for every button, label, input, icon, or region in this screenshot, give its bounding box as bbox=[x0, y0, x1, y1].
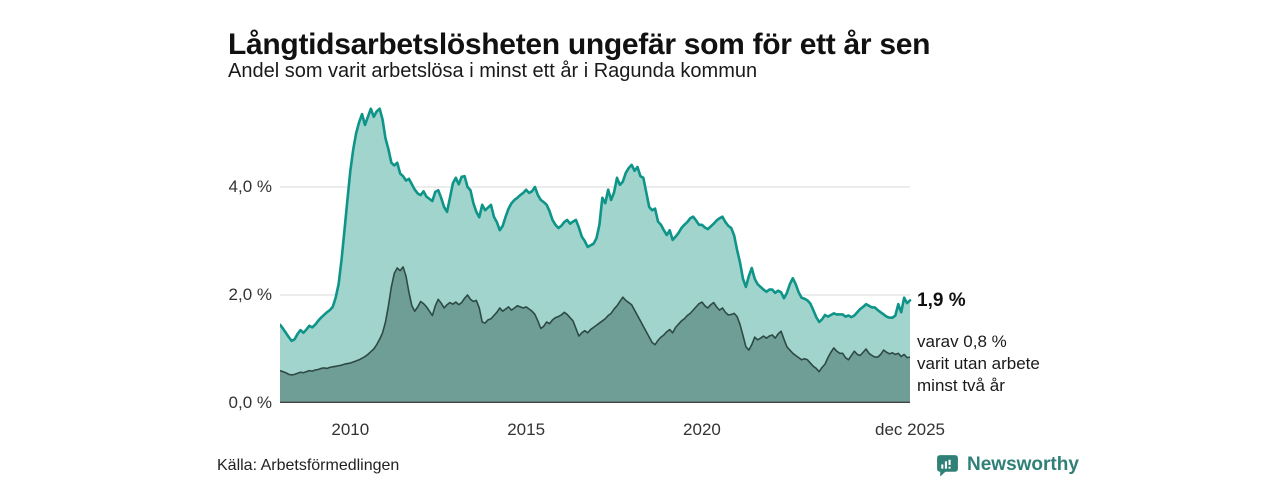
latest-value-annotation: 1,9 % bbox=[917, 290, 966, 311]
x-tick-label: 2015 bbox=[507, 420, 546, 439]
secondary-value-annotation: varav 0,8 % varit utan arbete minst två … bbox=[917, 331, 1040, 397]
unemployment-area-chart bbox=[280, 107, 912, 403]
brand-label: Newsworthy bbox=[967, 454, 1079, 475]
newsworthy-speech-bubble-bars-icon bbox=[935, 453, 960, 478]
y-tick-label: 4,0 % bbox=[228, 177, 272, 196]
y-tick-label: 0,0 % bbox=[228, 393, 272, 412]
x-tick-label: dec 2025 bbox=[875, 420, 945, 439]
secondary-annotation-line2: varit utan arbete bbox=[917, 354, 1040, 373]
x-tick-label: 2020 bbox=[683, 420, 721, 439]
line-two-years bbox=[280, 266, 911, 376]
newsworthy-logo[interactable]: Newsworthy bbox=[935, 452, 1079, 478]
source-note: Källa: Arbetsförmedlingen bbox=[217, 457, 400, 474]
chart-subtitle: Andel som varit arbetslösa i minst ett å… bbox=[228, 60, 758, 82]
secondary-annotation-line1: varav 0,8 % bbox=[917, 332, 1007, 351]
secondary-annotation-line3: minst två år bbox=[917, 376, 1005, 395]
x-tick-label: 2010 bbox=[331, 420, 370, 439]
y-tick-label: 2,0 % bbox=[228, 285, 272, 304]
page-title: Långtidsarbetslösheten ungefär som för e… bbox=[228, 28, 931, 62]
line-one-year bbox=[280, 107, 912, 343]
